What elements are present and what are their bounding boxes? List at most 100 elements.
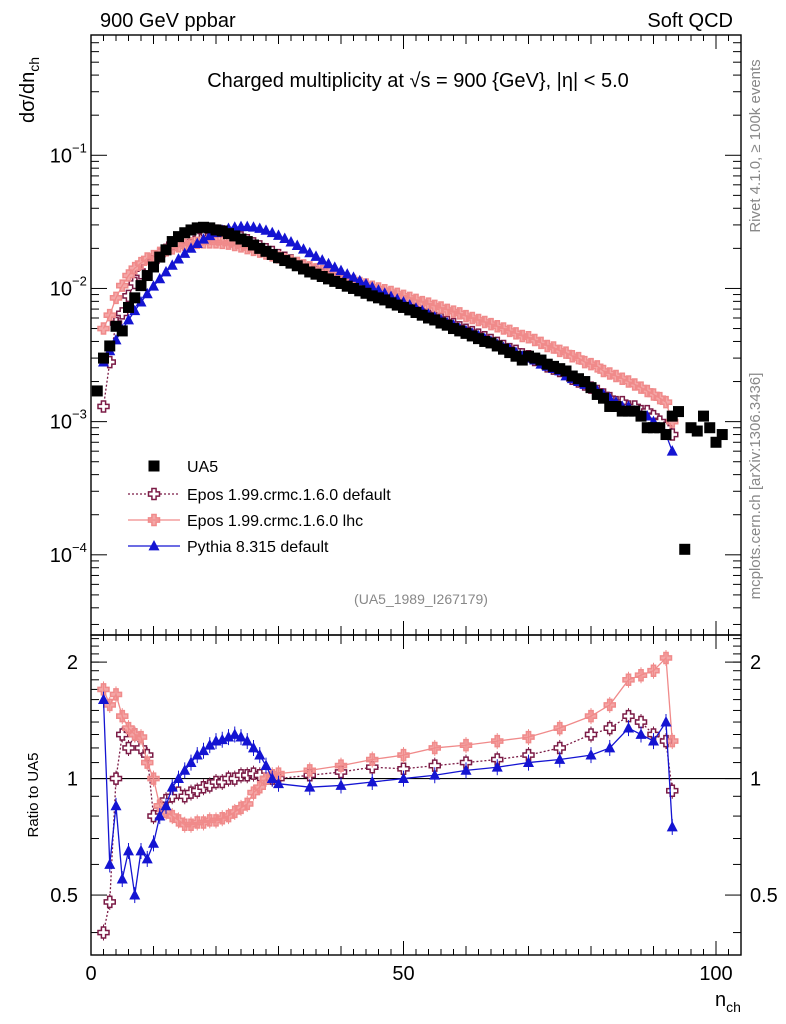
- data-point-triangle: [279, 232, 291, 243]
- data-point-square: [98, 352, 109, 364]
- data-point-triangle: [554, 753, 566, 764]
- data-point-triangle: [198, 744, 209, 756]
- data-point-square: [629, 405, 641, 417]
- rivet-version-label: Rivet 4.1.0, ≥ 100k events: [747, 59, 764, 232]
- data-point-triangle: [666, 445, 678, 456]
- data-point-triangle: [310, 250, 322, 261]
- ratio-series-2: [98, 691, 678, 904]
- data-point-square: [429, 314, 441, 326]
- data-point-square: [285, 257, 297, 269]
- data-point-triangle: [304, 246, 316, 258]
- data-point-square: [223, 228, 234, 240]
- data-point-square: [148, 261, 159, 273]
- data-point-triangle: [110, 799, 122, 811]
- data-point-cross: [97, 322, 110, 335]
- data-point-cross: [147, 772, 160, 785]
- data-point-square: [354, 285, 366, 297]
- data-point-cross: [303, 764, 316, 777]
- data-point-cross: [122, 741, 135, 755]
- data-point-cross: [134, 730, 148, 744]
- data-point-cross: [622, 709, 635, 723]
- data-point-cross: [116, 728, 129, 741]
- data-point-triangle: [154, 272, 166, 284]
- ratio-axis-ticks: 0 50 100 0.5 0.5 1 1 2 2: [50, 635, 778, 985]
- y-tick-label: 10: [50, 412, 72, 434]
- data-point-cross: [141, 756, 154, 769]
- data-point-triangle: [166, 259, 178, 270]
- data-point-triangle: [304, 781, 316, 792]
- data-point-square: [566, 370, 578, 382]
- data-point-square: [473, 333, 484, 345]
- data-point-cross: [603, 698, 616, 712]
- data-point-cross: [334, 759, 348, 772]
- legend-label: Epos 1.99.crmc.1.6.0 lhc: [187, 513, 363, 530]
- data-point-triangle: [366, 775, 378, 787]
- data-point-triangle: [260, 224, 272, 235]
- data-point-cross: [491, 734, 504, 748]
- data-point-cross: [603, 721, 616, 735]
- data-point-square: [135, 280, 147, 292]
- series-0: [91, 221, 728, 555]
- data-point-square: [504, 347, 516, 359]
- data-point-square: [598, 392, 609, 404]
- data-point-triangle: [135, 844, 147, 856]
- data-point-square: [179, 227, 191, 239]
- data-point-square: [516, 354, 528, 366]
- data-point-square: [666, 410, 678, 422]
- y-tick-exponent: −4: [72, 540, 87, 555]
- data-point-triangle: [141, 287, 153, 299]
- data-point-cross: [622, 673, 635, 687]
- data-point-square: [560, 365, 572, 377]
- ratio-y-tick-label: 2: [67, 652, 78, 674]
- data-point-square: [260, 245, 272, 257]
- data-point-triangle: [191, 749, 203, 760]
- data-point-square: [104, 340, 116, 352]
- data-point-triangle: [141, 852, 153, 864]
- data-point-triangle: [585, 749, 597, 760]
- data-point-square: [191, 222, 203, 234]
- ratio-y-tick-label: 1: [67, 769, 78, 791]
- data-point-triangle: [635, 728, 647, 739]
- data-point-cross: [428, 741, 441, 755]
- x-tick-label: 0: [85, 963, 96, 985]
- data-point-square: [541, 358, 553, 370]
- y-tick-label: 10: [50, 545, 72, 567]
- data-point-cross: [553, 721, 566, 735]
- data-point-square: [216, 225, 228, 237]
- data-point-square: [141, 270, 153, 282]
- data-point-triangle: [323, 257, 334, 269]
- data-point-square: [291, 260, 303, 272]
- data-point-square: [198, 221, 209, 233]
- data-point-triangle: [335, 264, 347, 276]
- data-point-square: [654, 422, 666, 434]
- data-point-triangle: [335, 779, 347, 790]
- data-point-square: [698, 410, 709, 422]
- data-point-square: [160, 244, 172, 256]
- data-point-square: [91, 385, 103, 397]
- ratio-y-tick-label-right: 0.5: [750, 885, 778, 907]
- data-point-triangle: [148, 539, 160, 551]
- data-point-cross: [128, 261, 141, 275]
- data-point-square: [660, 429, 672, 441]
- data-point-triangle: [266, 226, 278, 238]
- data-point-triangle: [135, 296, 147, 307]
- data-point-cross: [147, 487, 161, 501]
- data-point-cross: [97, 400, 110, 413]
- main-series-group: [91, 220, 728, 555]
- data-point-triangle: [248, 741, 259, 753]
- data-point-triangle: [341, 268, 353, 279]
- data-point-square: [679, 543, 691, 555]
- data-point-triangle: [266, 772, 278, 783]
- data-point-triangle: [204, 229, 216, 241]
- data-point-square: [685, 422, 697, 434]
- data-point-square: [373, 292, 384, 304]
- data-point-cross: [109, 772, 123, 785]
- data-point-square: [323, 273, 334, 285]
- data-point-square: [185, 224, 197, 236]
- legend-label: UA5: [187, 459, 218, 476]
- data-point-triangle: [154, 810, 166, 821]
- data-point-square: [585, 382, 597, 394]
- data-point-square: [254, 242, 266, 254]
- main-axis-ticks: 10−110−210−310−4: [50, 34, 742, 635]
- data-point-square: [673, 406, 684, 418]
